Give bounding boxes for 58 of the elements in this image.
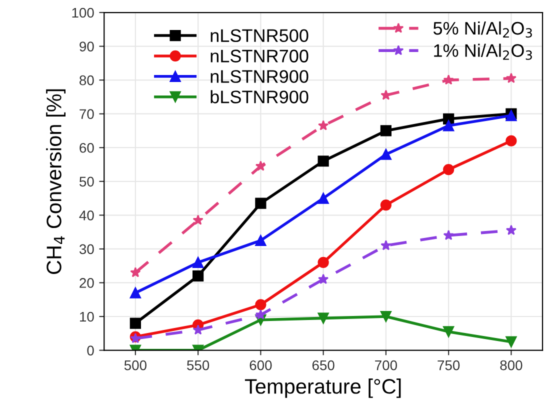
point <box>380 310 392 322</box>
y-tick-label: 70 <box>80 109 94 120</box>
legend-label: nLSTNR900 <box>210 70 308 83</box>
point <box>255 160 266 171</box>
y-tick-label: 100 <box>72 8 94 18</box>
point <box>380 148 392 160</box>
point <box>443 164 454 176</box>
point <box>443 326 454 338</box>
point <box>380 125 392 136</box>
x-tick-label: 700 <box>375 360 397 370</box>
point <box>380 199 392 211</box>
point <box>380 240 392 250</box>
y-tick-label: 90 <box>80 42 94 52</box>
point <box>130 287 141 298</box>
y-tick-label: 60 <box>80 142 94 153</box>
point <box>192 214 204 225</box>
legend-label: bLSTNR900 <box>210 90 308 104</box>
point <box>130 318 141 329</box>
legend-label: 1% Ni/Al$_{2}$O$_{3}$ <box>434 44 532 60</box>
point <box>506 135 517 146</box>
point <box>318 156 329 167</box>
x-tick-label: 800 <box>500 360 522 370</box>
legend-label: nLSTNR700 <box>210 50 308 62</box>
y-tick-label: 0 <box>87 346 94 356</box>
x-tick-label: 550 <box>187 360 210 370</box>
x-tick-label: 750 <box>438 360 460 370</box>
point <box>318 192 329 204</box>
point <box>506 336 517 348</box>
x-tick-label: 500 <box>124 360 146 370</box>
point <box>255 299 266 310</box>
y-tick-label: 80 <box>80 75 94 86</box>
point <box>192 270 204 282</box>
legend-label: nLSTNR500 <box>210 29 308 42</box>
point <box>318 312 329 324</box>
point <box>255 198 266 209</box>
point <box>506 224 517 235</box>
x-tick-label: 600 <box>250 360 272 370</box>
point <box>318 274 329 284</box>
y-axis-title: CH$_{4}$ Conversion [%] <box>46 89 66 274</box>
y-tick-label: 20 <box>80 278 94 288</box>
point <box>130 267 141 278</box>
point <box>192 256 204 268</box>
x-axis-title: Temperature [°C] <box>244 378 401 398</box>
x-tick-label: 650 <box>312 360 334 370</box>
y-tick-label: 10 <box>80 312 94 322</box>
y-tick-label: 40 <box>79 210 94 220</box>
point <box>318 256 329 268</box>
point <box>192 324 204 335</box>
point <box>443 230 454 240</box>
y-tick-label: 50 <box>80 176 94 187</box>
point <box>318 120 329 130</box>
point <box>255 234 266 246</box>
y-tick-label: 30 <box>79 244 94 254</box>
point <box>443 74 454 85</box>
point <box>443 120 454 132</box>
point <box>506 72 517 84</box>
point <box>255 309 266 320</box>
legend-label: 5% Ni/Al$_{2}$O$_{3}$ <box>433 21 532 38</box>
